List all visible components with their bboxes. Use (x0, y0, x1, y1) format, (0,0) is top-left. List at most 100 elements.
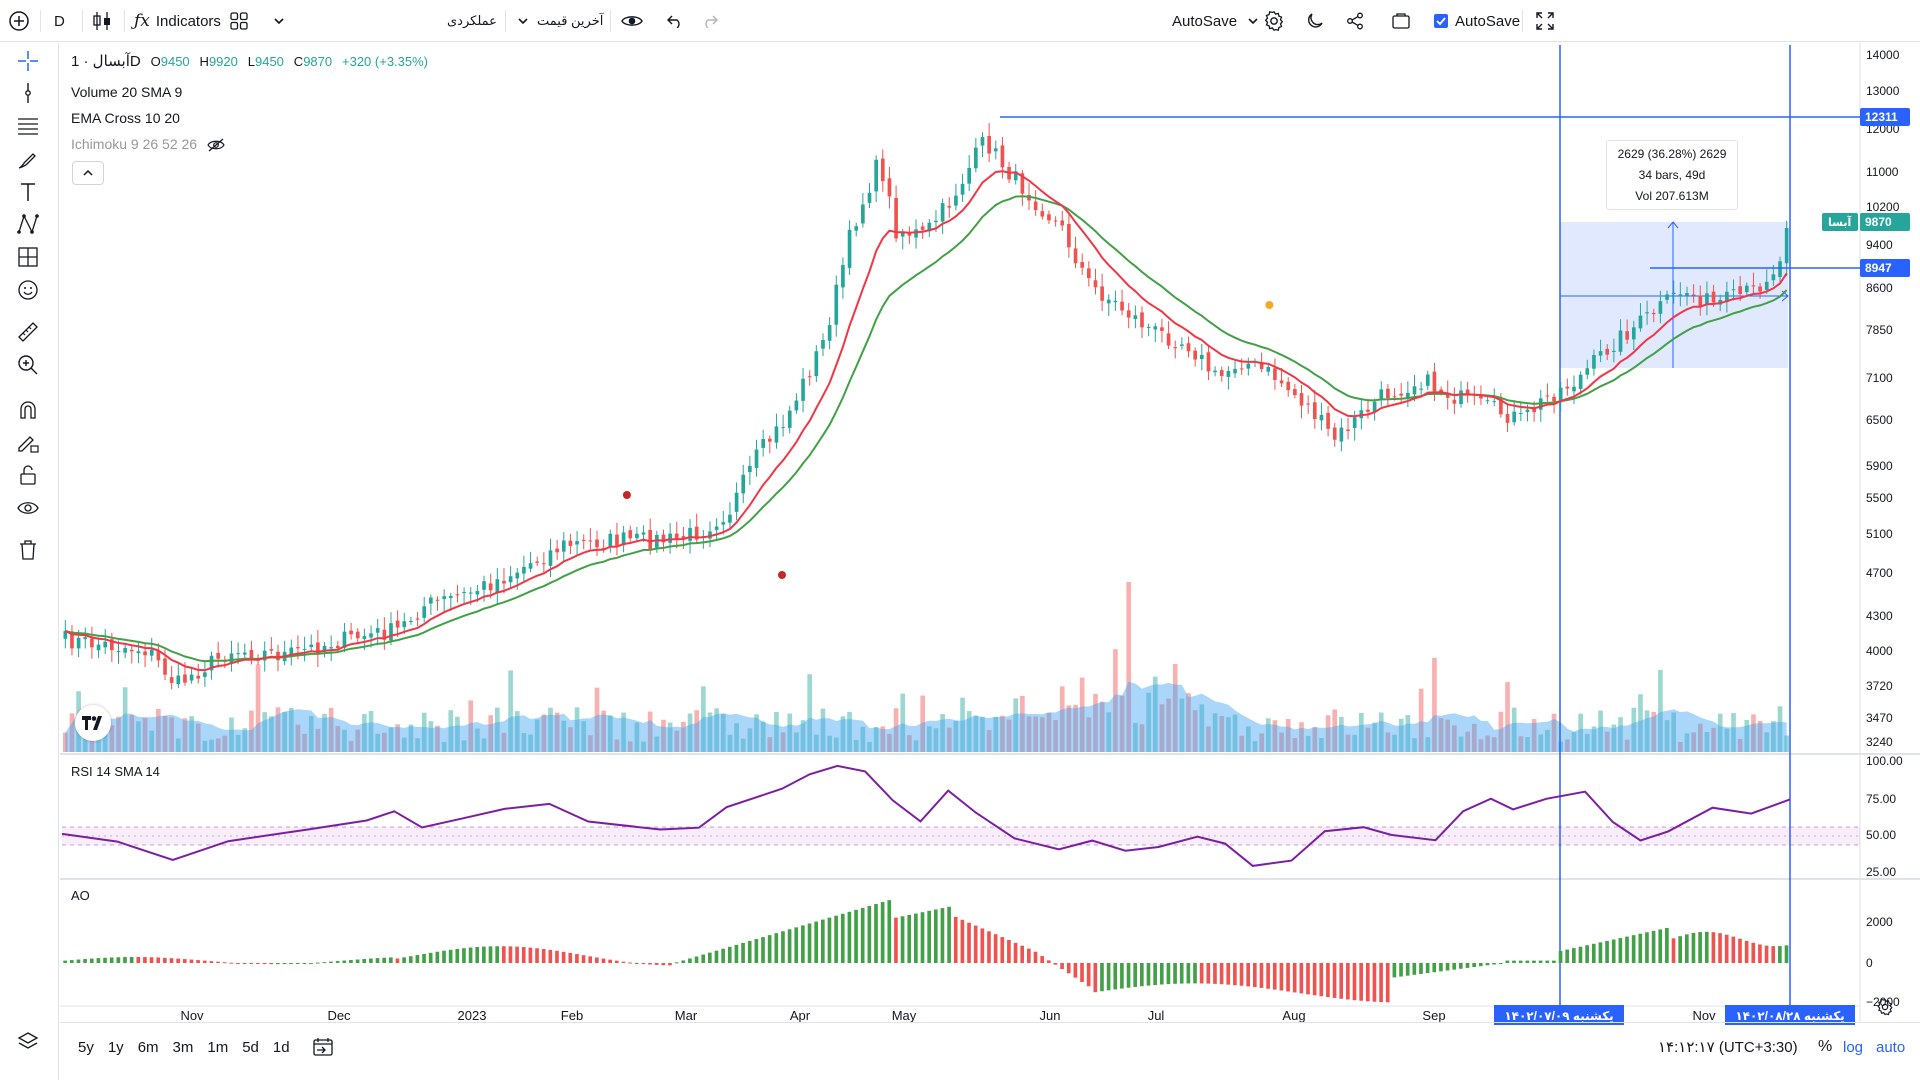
settings-button[interactable] (1263, 0, 1285, 42)
ao-bar (900, 916, 905, 963)
candle-body (242, 652, 247, 655)
ao-legend[interactable]: AO (71, 888, 90, 903)
range-5d[interactable]: 5d (242, 1038, 259, 1056)
magnet-tool[interactable] (14, 396, 42, 424)
volume-bar (1179, 698, 1185, 752)
ao-bar (382, 957, 386, 963)
volume-bar (315, 728, 321, 752)
symbol-button[interactable]: D (54, 12, 65, 30)
volume-bar (1638, 694, 1643, 752)
volume-bar (1059, 686, 1065, 752)
visibility-button[interactable] (621, 0, 643, 42)
layout-dropdown[interactable] (273, 0, 285, 42)
volume-bar (1598, 710, 1603, 752)
ao-bar (807, 923, 812, 963)
ao-bar (528, 947, 533, 963)
chart-type-button[interactable] (92, 0, 112, 42)
zoom-tool[interactable] (14, 351, 42, 379)
goto-date-button[interactable] (312, 1023, 334, 1071)
ao-bar (1605, 940, 1609, 963)
ao-bar (169, 958, 174, 963)
indicators-button[interactable]: ƒx Indicators (134, 0, 221, 42)
trend-line-tool[interactable] (14, 79, 42, 107)
autosave-checkbox[interactable]: AutoSave (1434, 0, 1520, 42)
candle-body (807, 376, 812, 378)
volume-bar (873, 727, 879, 752)
volume-bar (880, 726, 886, 752)
crosshair-tool[interactable] (14, 47, 42, 75)
candle-body (1419, 388, 1423, 390)
candle-body (1578, 374, 1583, 389)
brush-tool[interactable] (14, 146, 42, 174)
volume-bar (1385, 732, 1391, 752)
axis-settings-button[interactable] (1876, 998, 1894, 1021)
ao-bar (422, 953, 426, 963)
zoom-in-icon (18, 355, 38, 375)
volume-bar (1206, 726, 1211, 752)
volume-bar (747, 728, 753, 752)
lock-drawing-mode-tool[interactable] (14, 429, 42, 457)
hide-drawings-tool[interactable] (14, 494, 42, 522)
add-symbol-button[interactable] (8, 0, 30, 42)
candle-body (621, 532, 626, 546)
separator (124, 10, 125, 32)
autosave-dropdown[interactable]: AutoSave (1172, 0, 1259, 42)
pattern-tool[interactable] (14, 210, 42, 238)
fullscreen-button[interactable] (1536, 0, 1554, 42)
volume-bar (288, 707, 294, 752)
layout-button[interactable] (230, 0, 248, 42)
volume-bar (1299, 722, 1304, 752)
candle-body (555, 548, 559, 553)
range-6m[interactable]: 6m (137, 1038, 159, 1056)
projection-tool[interactable] (14, 243, 42, 271)
unlock-icon (20, 465, 36, 485)
undo-button[interactable] (667, 0, 683, 42)
price-source-dropdown[interactable]: آخرین قیمت (517, 0, 603, 42)
redo-button[interactable] (702, 0, 718, 42)
log-toggle[interactable]: log (1843, 1038, 1864, 1056)
theme-button[interactable] (1306, 0, 1324, 42)
ichimoku-legend[interactable]: Ichimoku 9 26 52 26 (71, 136, 225, 152)
clock[interactable]: ۱۴:۱۲:۱۷ (UTC+3:30) (1658, 1039, 1798, 1056)
range-3m[interactable]: 3m (172, 1038, 194, 1056)
candle-body (1738, 286, 1742, 295)
snapshot-button[interactable] (1391, 0, 1411, 42)
lock-all-tool[interactable] (14, 461, 42, 489)
candle-body (1293, 389, 1297, 396)
collapse-legend-button[interactable] (72, 161, 104, 185)
volume-bar (508, 670, 513, 752)
percent-toggle[interactable]: % (1818, 1038, 1833, 1055)
candle-body (1432, 371, 1437, 392)
volume-bar (149, 730, 155, 752)
volume-bar (395, 724, 400, 752)
volume-legend[interactable]: Volume 20 SMA 9 (71, 84, 183, 100)
text-tool[interactable] (14, 178, 42, 206)
ao-bar (1558, 951, 1563, 963)
eye-off-icon[interactable] (207, 138, 225, 152)
auto-toggle[interactable]: auto (1876, 1038, 1906, 1056)
fib-tool[interactable] (14, 112, 42, 140)
rsi-legend[interactable]: RSI 14 SMA 14 (71, 764, 160, 779)
layers-icon (17, 1032, 39, 1049)
performance-button[interactable]: عملکردی (447, 13, 497, 28)
volume-bar (740, 738, 746, 752)
share-button[interactable] (1346, 0, 1364, 42)
range-1y[interactable]: 1y (107, 1038, 124, 1056)
candle-body (954, 195, 958, 206)
ao-bar (894, 917, 898, 963)
range-1m[interactable]: 1m (207, 1038, 229, 1056)
candle-body (821, 340, 825, 349)
remove-drawings-tool[interactable] (14, 536, 42, 564)
symbol-title[interactable]: آبسال · 1D (71, 53, 141, 70)
tradingview-logo[interactable] (75, 705, 111, 741)
ruler-tool[interactable] (14, 318, 42, 346)
ema-legend[interactable]: EMA Cross 10 20 (71, 110, 180, 126)
range-5y[interactable]: 5y (78, 1038, 94, 1056)
emoji-tool[interactable] (14, 276, 42, 304)
object-tree-tool[interactable] (14, 1028, 42, 1056)
candle-body (1552, 396, 1556, 402)
candle-body (681, 536, 686, 539)
volume-bar (1199, 704, 1205, 752)
candle-body (1572, 386, 1576, 392)
range-1d[interactable]: 1d (272, 1038, 290, 1056)
